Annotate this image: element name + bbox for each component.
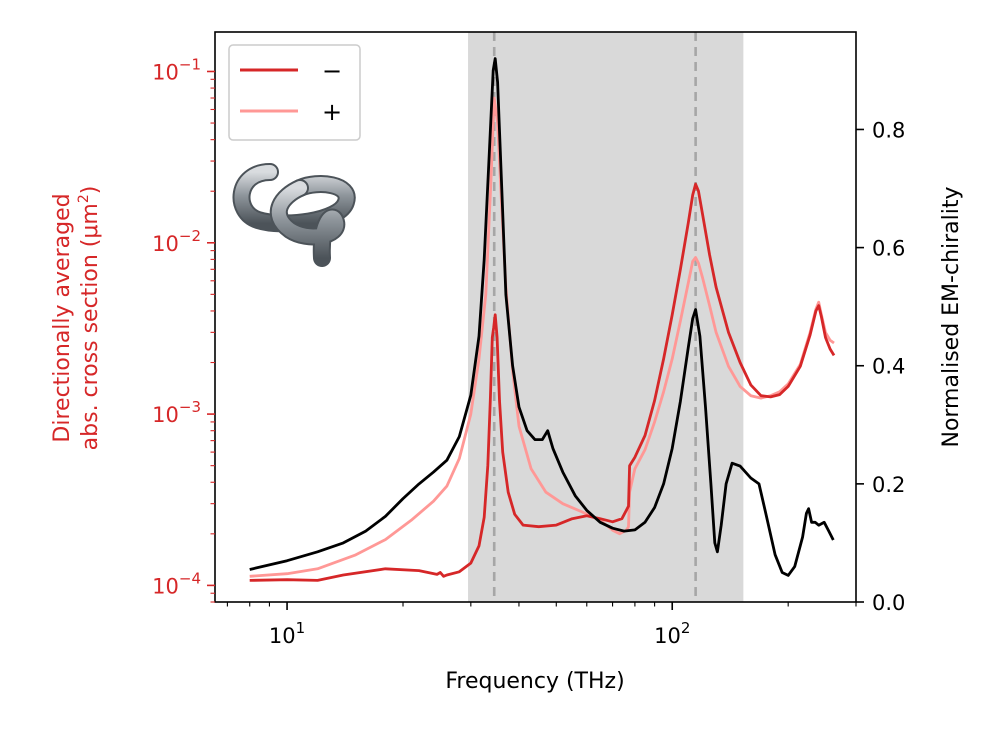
left-tick-label-3: 10−4	[152, 569, 201, 598]
plot-frame	[214, 31, 857, 603]
series-line-0	[249, 182, 836, 582]
series-line-2	[249, 57, 835, 577]
right-axis-label: Normalised EM-chirality	[939, 186, 964, 447]
x-tick-label-1: 102	[654, 619, 690, 648]
series-layer	[249, 57, 836, 582]
x-tick-label-0: 101	[269, 619, 305, 648]
helix-icon	[232, 163, 356, 267]
left-axis-label: Directionally averaged abs. cross sectio…	[50, 186, 103, 451]
legend: − +	[228, 44, 361, 141]
x-axis: 101 102	[226, 602, 857, 648]
left-axis-label-line2: abs. cross section (μm2)	[76, 186, 103, 451]
right-tick-label-4: 0.8	[872, 118, 905, 142]
left-tick-label-1: 10−2	[152, 227, 201, 256]
right-tick-label-0: 0.0	[872, 591, 905, 615]
legend-label-minus: −	[322, 57, 342, 85]
right-tick-label-1: 0.2	[872, 473, 905, 497]
legend-label-plus: +	[322, 98, 342, 126]
right-tick-label-2: 0.4	[872, 355, 905, 379]
x-axis-label: Frequency (THz)	[445, 669, 624, 694]
left-axis-label-line1: Directionally averaged	[50, 193, 75, 442]
left-tick-label-2: 10−3	[152, 398, 201, 427]
left-y-axis: 10−1 10−2 10−3 10−4	[152, 55, 215, 603]
right-y-axis: 0.0 0.2 0.4 0.6 0.8	[856, 118, 905, 615]
left-tick-label-0: 10−1	[152, 55, 201, 84]
right-tick-label-3: 0.6	[872, 237, 905, 261]
